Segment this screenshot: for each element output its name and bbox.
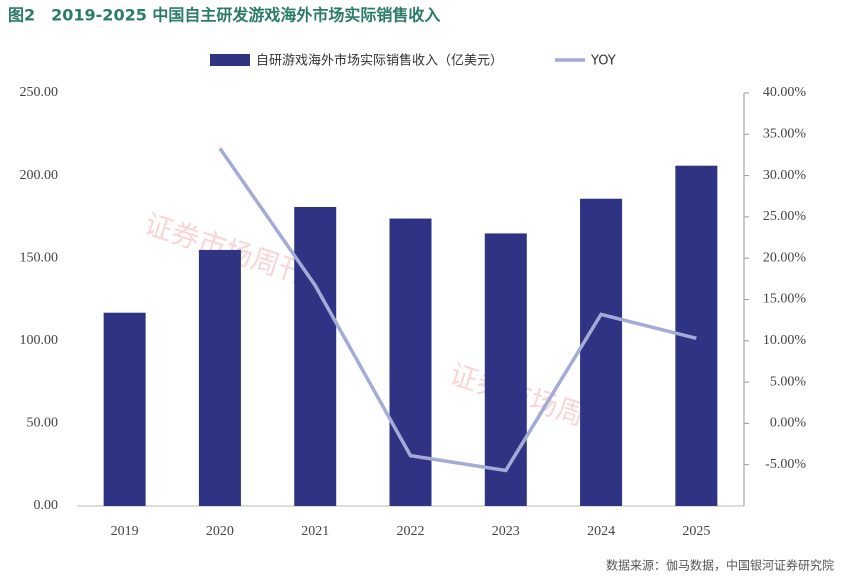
y2-tick-label: 5.00% bbox=[770, 374, 807, 389]
bar bbox=[580, 198, 623, 506]
y2-tick-label: 25.00% bbox=[763, 209, 807, 224]
bar bbox=[294, 206, 337, 506]
y-tick-label: 0.00 bbox=[34, 498, 59, 513]
line bbox=[218, 147, 697, 473]
x-tick-label: 2019 bbox=[111, 524, 139, 539]
bar bbox=[484, 233, 527, 507]
x-tick-label: 2024 bbox=[587, 524, 615, 539]
chart-title: 图2 2019-2025 中国自主研发游戏海外市场实际销售收入 bbox=[8, 6, 440, 25]
x-tick-label: 2022 bbox=[397, 524, 425, 539]
y2-tick-label: 35.00% bbox=[763, 127, 807, 142]
bar bbox=[103, 312, 146, 506]
legend-label: 自研游戏海外市场实际销售收入（亿美元） bbox=[256, 53, 503, 69]
y2-tick-label: 10.00% bbox=[763, 333, 807, 348]
x-tick-label: 2020 bbox=[206, 524, 234, 539]
y2-tick-label: 30.00% bbox=[763, 168, 807, 183]
y-tick-label: 150.00 bbox=[20, 250, 59, 265]
x-tick-label: 2023 bbox=[492, 524, 520, 539]
bar bbox=[198, 249, 241, 506]
y-tick-label: 250.00 bbox=[20, 85, 59, 100]
y2-tick-label: 15.00% bbox=[763, 292, 807, 307]
x-tick-label: 2025 bbox=[682, 524, 710, 539]
y-tick-label: 200.00 bbox=[20, 168, 59, 183]
x-tick-label: 2021 bbox=[301, 524, 329, 539]
source: 数据来源：伽马数据，中国银河证券研究院 bbox=[606, 558, 834, 573]
legend-swatch bbox=[210, 54, 250, 66]
y2-tick-label: 20.00% bbox=[763, 250, 807, 265]
legend-label: YOY bbox=[590, 54, 616, 69]
y2-tick-label: 40.00% bbox=[763, 85, 807, 100]
y-tick-label: 50.00 bbox=[27, 416, 59, 431]
y-tick-label: 100.00 bbox=[20, 333, 59, 348]
bar bbox=[389, 218, 432, 506]
y2-tick-label: -5.00% bbox=[765, 457, 806, 472]
y2-tick-label: 0.00% bbox=[770, 416, 807, 431]
